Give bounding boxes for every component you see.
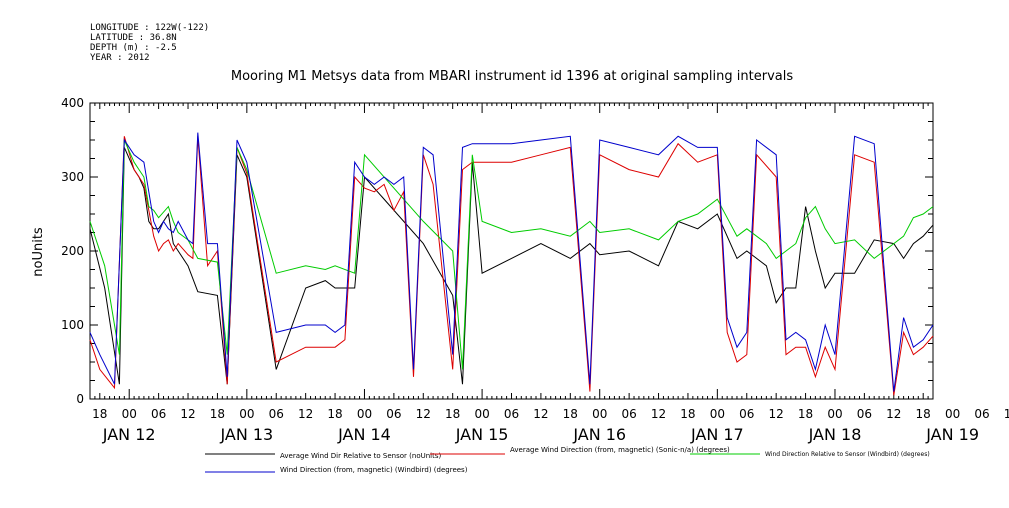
x-tick-label: 18 <box>680 407 695 421</box>
x-day-label: JAN 16 <box>572 425 626 444</box>
x-tick-label: 06 <box>857 407 872 421</box>
x-tick-label: 12 <box>533 407 548 421</box>
x-tick-label: 12 <box>416 407 431 421</box>
x-tick-labels: 18 00 06 12 18 00 06 12 18 00 06 12 18 00 06 12 18 00 06 12… <box>92 407 1009 421</box>
y-tick-label: 0 <box>76 392 84 406</box>
x-day-label: JAN 18 <box>808 425 862 444</box>
x-tick-label: 12 <box>298 407 313 421</box>
series-line-2 <box>89 139 934 370</box>
y-tick-label: 200 <box>61 244 84 258</box>
x-tick-label: 06 <box>621 407 636 421</box>
x-tick-label: 18 <box>210 407 225 421</box>
x-tick-label: 06 <box>739 407 754 421</box>
legend-label-0: Average Wind Dir Relative to Sensor (noU… <box>280 452 441 460</box>
x-tick-label: 06 <box>974 407 989 421</box>
x-day-label: JAN 13 <box>219 425 273 444</box>
x-tick-label: 00 <box>357 407 372 421</box>
y-tick-labels: 0 100 200 300 400 <box>61 96 84 406</box>
plot-series <box>89 132 934 396</box>
x-tick-label: 00 <box>474 407 489 421</box>
x-day-label: JAN 15 <box>455 425 509 444</box>
x-day-label: JAN 17 <box>690 425 744 444</box>
x-tick-label: 12 <box>769 407 784 421</box>
x-tick-label: 12 <box>1004 407 1009 421</box>
chart-title: Mooring M1 Metsys data from MBARI instru… <box>231 69 793 84</box>
x-tick-label: 12 <box>180 407 195 421</box>
header-line: YEAR : 2012 <box>90 53 150 63</box>
legend-label-1: Average Wind Direction (from, magnetic) … <box>510 446 730 454</box>
x-tick-label: 00 <box>827 407 842 421</box>
header-info: LONGITUDE : 122W(-122)LATITUDE : 36.8NDE… <box>90 23 209 63</box>
x-tick-label: 00 <box>122 407 137 421</box>
y-tick-label: 300 <box>61 170 84 184</box>
x-tick-label: 18 <box>327 407 342 421</box>
header-line: LONGITUDE : 122W(-122) <box>90 23 209 33</box>
legend: Average Wind Dir Relative to Sensor (noU… <box>205 446 930 474</box>
x-tick-label: 18 <box>798 407 813 421</box>
x-day-label: JAN 12 <box>102 425 156 444</box>
x-tick-label: 06 <box>386 407 401 421</box>
legend-label-3: Wind Direction (from, magnetic) (Windbir… <box>280 466 468 474</box>
x-tick-label: 12 <box>651 407 666 421</box>
x-tick-label: 18 <box>916 407 931 421</box>
x-tick-label: 18 <box>563 407 578 421</box>
series-line-3 <box>89 132 934 392</box>
header-line: LATITUDE : 36.8N <box>90 33 177 43</box>
x-tick-label: 18 <box>92 407 107 421</box>
x-tick-label: 00 <box>592 407 607 421</box>
x-day-label: JAN 14 <box>337 425 391 444</box>
x-tick-label: 18 <box>445 407 460 421</box>
y-tick-label: 100 <box>61 318 84 332</box>
plot-frame <box>89 102 934 400</box>
x-tick-label: 00 <box>239 407 254 421</box>
series-line-1 <box>89 136 934 396</box>
legend-label-2: Wind Direction Relative to Sensor (Windb… <box>765 451 930 458</box>
x-tick-label: 06 <box>151 407 166 421</box>
x-tick-label: 00 <box>710 407 725 421</box>
header-line: DEPTH (m) : -2.5 <box>90 43 177 53</box>
x-tick-label: 06 <box>504 407 519 421</box>
y-axis-label: noUnits <box>31 227 46 277</box>
axes-frame <box>89 102 934 400</box>
y-tick-label: 400 <box>61 96 84 110</box>
x-tick-label: 06 <box>269 407 284 421</box>
x-day-label: JAN 19 <box>925 425 979 444</box>
x-tick-label: 12 <box>886 407 901 421</box>
x-day-labels: JAN 12 JAN 13 JAN 14 JAN 15 JAN 16 JAN 17 JAN … <box>102 425 979 444</box>
x-tick-label: 00 <box>945 407 960 421</box>
